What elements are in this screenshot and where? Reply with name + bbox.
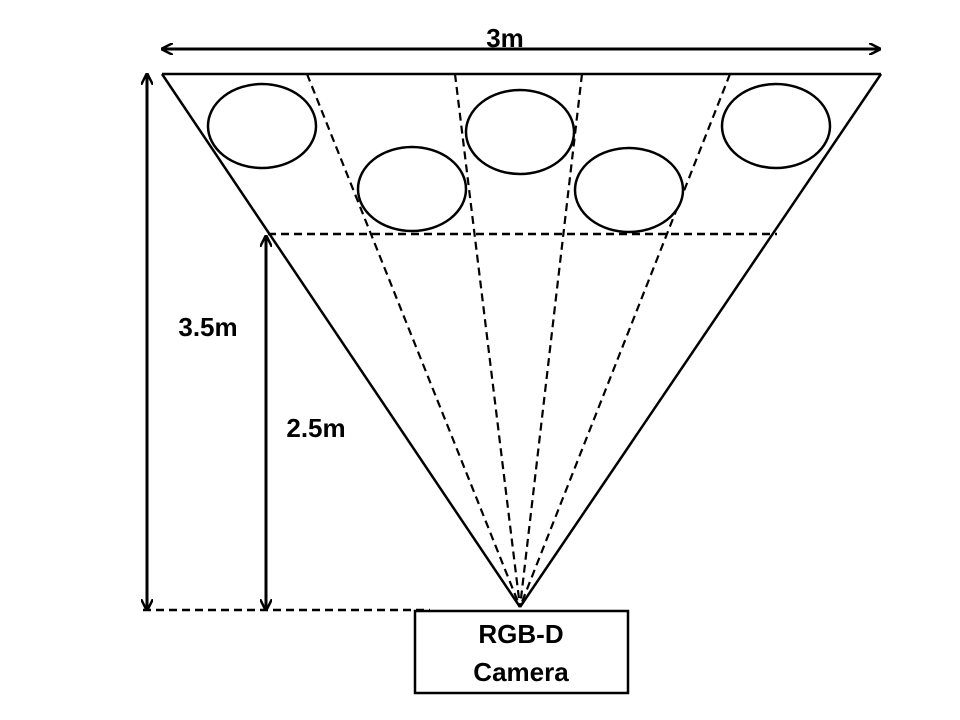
detected-objects bbox=[206, 82, 832, 234]
object-ellipse-2 bbox=[356, 145, 468, 233]
width-dimension-label: 3m bbox=[486, 23, 524, 53]
camera-box bbox=[413, 609, 630, 695]
dashed-ray-2 bbox=[453, 73, 522, 608]
dashed-rays bbox=[305, 73, 732, 608]
total-height-label: 3.5m bbox=[178, 312, 237, 342]
object-ellipse-3 bbox=[464, 88, 576, 176]
object-ellipse-5 bbox=[720, 82, 832, 170]
dashed-ray-4 bbox=[518, 73, 732, 608]
dashed-ray-1 bbox=[305, 73, 522, 608]
dashed-ray-3 bbox=[518, 73, 584, 608]
camera-label-line2: Camera bbox=[473, 657, 569, 687]
object-ellipse-4 bbox=[573, 146, 685, 234]
fov-left-edge bbox=[160, 73, 522, 608]
object-ellipse-1 bbox=[206, 82, 318, 170]
inner-height-label: 2.5m bbox=[286, 413, 345, 443]
camera-label-line1: RGB-D bbox=[478, 619, 563, 649]
fov-right-edge bbox=[518, 73, 883, 608]
